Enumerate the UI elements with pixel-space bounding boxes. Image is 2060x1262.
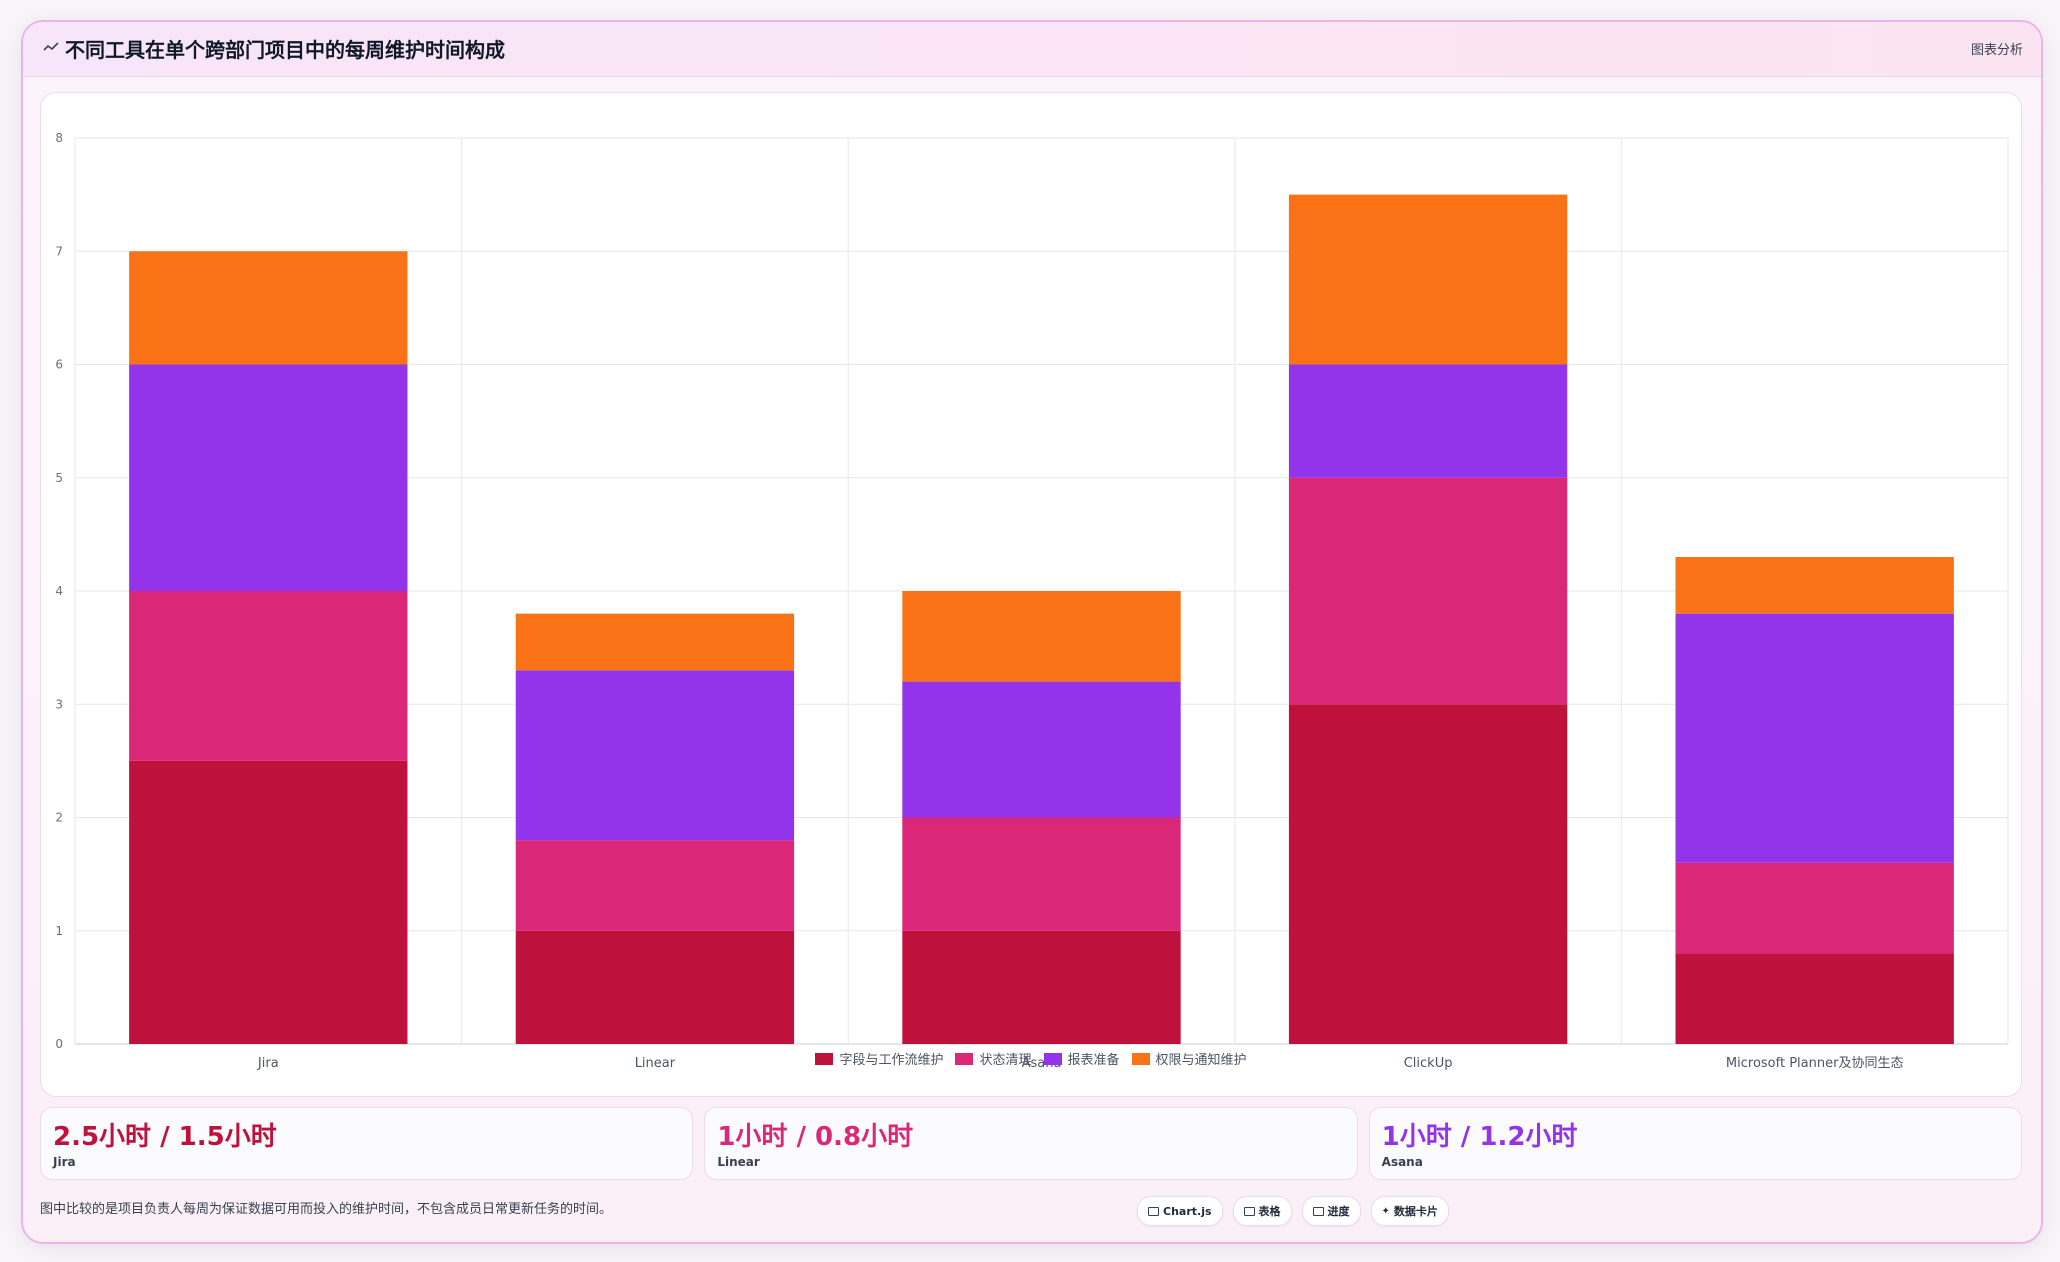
legend-swatch <box>815 1052 834 1065</box>
legend-label: 状态清理 <box>979 1053 1032 1068</box>
bar-segment <box>1288 477 1568 705</box>
legend-item[interactable]: 字段与工作流维护 <box>815 1049 943 1068</box>
stat-value: 1小时 / 0.8小时 <box>717 1122 914 1152</box>
bar-segment <box>1288 194 1568 365</box>
bar-segment <box>515 930 795 1044</box>
stat-value: 2.5小时 / 1.5小时 <box>53 1122 277 1152</box>
page-title: 不同工具在单个跨部门项目中的每周维护时间构成 <box>65 38 505 62</box>
y-tick-label: 1 <box>55 924 63 938</box>
chart-line-icon <box>43 42 59 51</box>
chart-card: 不同工具在单个跨部门项目中的每周维护时间构成 图表分析 0 1 2 3 4 5 6 7 8 Jir… <box>21 20 2043 1244</box>
data-card-chip[interactable]: ✦ 数据卡片 <box>1370 1196 1449 1226</box>
chart-panel: 0 1 2 3 4 5 6 7 8 Jira Linear Asana ClickUp Microsoft… <box>40 92 2022 1097</box>
bar-segment <box>1675 557 1954 614</box>
stat-card-linear: 1小时 / 0.8小时 Linear <box>704 1107 1358 1180</box>
chip-row: Chart.js 表格 进度 ✦ 数据卡片 <box>1137 1196 1449 1226</box>
y-tick-label: 2 <box>55 811 63 825</box>
y-tick-label: 8 <box>55 131 63 145</box>
x-tick-label: Linear <box>635 1056 676 1071</box>
card-header: 不同工具在单个跨部门项目中的每周维护时间构成 图表分析 <box>23 22 2041 77</box>
bar-segment <box>902 591 1181 682</box>
table-icon <box>1243 1206 1255 1216</box>
bar-segment <box>1288 364 1568 478</box>
stat-cards: 2.5小时 / 1.5小时 Jira 1小时 / 0.8小时 Linear 1小… <box>40 1107 2022 1180</box>
bar-segment <box>1288 704 1568 1044</box>
legend-item[interactable]: 报表准备 <box>1043 1049 1120 1068</box>
footnote: 图中比较的是项目负责人每周为保证数据可用而投入的维护时间，不包含成员日常更新任务… <box>40 1202 613 1217</box>
legend-swatch <box>955 1052 974 1065</box>
bar-segment <box>1675 862 1954 954</box>
legend-label: 权限与通知维护 <box>1155 1053 1247 1068</box>
stat-card-jira: 2.5小时 / 1.5小时 Jira <box>40 1107 694 1180</box>
chip-label: 进度 <box>1327 1205 1350 1218</box>
bar-segment <box>515 840 795 931</box>
chip-label: Chart.js <box>1163 1204 1212 1218</box>
chip-label: 表格 <box>1258 1205 1281 1218</box>
y-tick-label: 7 <box>55 244 63 258</box>
legend-item[interactable]: 状态清理 <box>955 1049 1032 1068</box>
stat-label: Asana <box>1381 1155 1423 1169</box>
bar-segment <box>515 670 795 841</box>
chart-legend: 字段与工作流维护 状态清理 报表准备 权限与通知维护 <box>41 1049 2021 1068</box>
x-tick-label: Jira <box>257 1056 279 1071</box>
legend-swatch <box>1131 1052 1150 1065</box>
chart-analysis-tag[interactable]: 图表分析 <box>1970 43 2023 58</box>
y-tick-label: 6 <box>55 358 63 372</box>
sparkle-icon: ✦ <box>1381 1205 1390 1217</box>
bar-segment <box>902 930 1181 1044</box>
x-tick-label: Microsoft Planner及协同生态 <box>1726 1056 1904 1071</box>
x-tick-label: ClickUp <box>1404 1056 1453 1071</box>
legend-swatch <box>1043 1052 1062 1065</box>
legend-label: 字段与工作流维护 <box>839 1053 944 1068</box>
bar-segment <box>515 613 795 671</box>
stat-value: 1小时 / 1.2小时 <box>1381 1122 1578 1152</box>
y-tick-label: 0 <box>55 1037 63 1051</box>
progress-chip[interactable]: 进度 <box>1301 1196 1361 1226</box>
legend-label: 报表准备 <box>1067 1053 1120 1068</box>
chartjs-chip[interactable]: Chart.js <box>1137 1196 1223 1226</box>
bar-segment <box>129 364 408 591</box>
legend-item[interactable]: 权限与通知维护 <box>1131 1049 1247 1068</box>
y-tick-label: 4 <box>55 584 63 598</box>
chip-label: 数据卡片 <box>1393 1205 1438 1218</box>
bar-segment <box>129 591 408 761</box>
bar-segment <box>902 817 1181 931</box>
bar-segment <box>1675 953 1954 1044</box>
y-tick-label: 3 <box>55 697 63 711</box>
bar-segment <box>129 760 408 1044</box>
stat-card-asana: 1小时 / 1.2小时 Asana <box>1368 1107 2022 1180</box>
bar-segment <box>1675 613 1954 863</box>
stat-label: Jira <box>53 1155 76 1169</box>
y-tick-label: 5 <box>55 471 63 485</box>
bar-segment <box>129 251 408 365</box>
stat-label: Linear <box>717 1155 760 1169</box>
progress-icon <box>1312 1206 1324 1216</box>
bar-segment <box>902 681 1181 818</box>
table-chip[interactable]: 表格 <box>1232 1196 1292 1226</box>
image-icon <box>1148 1206 1159 1216</box>
